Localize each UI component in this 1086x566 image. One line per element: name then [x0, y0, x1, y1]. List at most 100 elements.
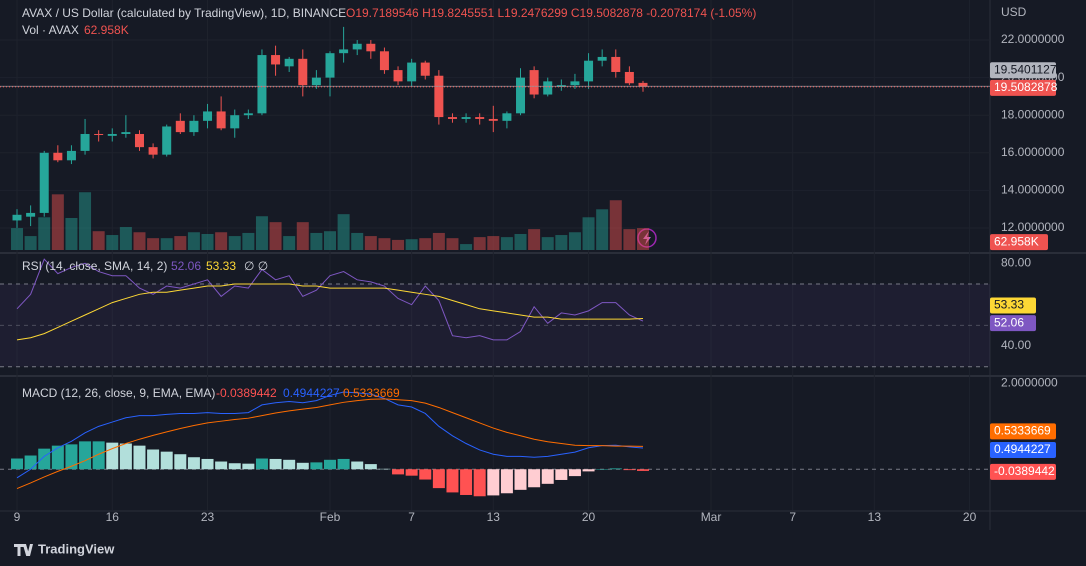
candle-body: [80, 133, 90, 151]
candle-body: [12, 214, 22, 221]
last-price-label: 19.5082878: [994, 80, 1058, 94]
volume-bar: [11, 228, 24, 250]
volume-bar: [528, 229, 541, 250]
volume-bar: [65, 217, 78, 250]
volume-bar: [79, 192, 92, 250]
candle-body: [298, 58, 308, 86]
candle-body: [611, 56, 621, 72]
volume-bar: [119, 227, 132, 250]
volume-bar: [432, 232, 445, 250]
candle-body: [53, 152, 63, 161]
candle-body: [447, 117, 457, 119]
candle-body: [529, 70, 539, 95]
histogram-bar: [79, 441, 92, 470]
candle-body: [243, 113, 253, 116]
volume-bar: [147, 238, 160, 250]
histogram-bar: [187, 457, 200, 470]
rsi-legend-value: 52.06: [171, 259, 201, 273]
candle-body: [257, 55, 267, 114]
x-tick-label: 13: [487, 510, 501, 524]
icon-ring: [637, 228, 657, 248]
volume-bar: [487, 236, 500, 250]
histogram-bar: [106, 442, 119, 470]
candle-body: [488, 118, 498, 121]
candle-body: [203, 111, 213, 121]
volume-bar: [460, 244, 473, 250]
volume-bar: [568, 232, 581, 250]
candle-body: [148, 147, 158, 155]
x-tick-label: 20: [582, 510, 596, 524]
last-price-label-bg: [990, 79, 1056, 96]
volume-legend: Vol · AVAX: [22, 23, 79, 37]
candle-body: [624, 71, 634, 84]
signal-line: [16, 398, 644, 490]
histogram-bar: [432, 469, 445, 489]
volume-bar: [446, 238, 459, 250]
y-tick-label: 16.0000000: [1001, 145, 1065, 159]
volume-bar: [242, 232, 255, 250]
macd-value-label: 0.4944227: [994, 442, 1051, 456]
volume-bar: [514, 233, 527, 250]
candle-body: [94, 133, 104, 135]
candle-body: [325, 53, 335, 78]
volume-legend-value: 62.958K: [84, 23, 129, 37]
histogram-bar: [446, 469, 459, 493]
volume-bar: [269, 222, 282, 250]
candle-body: [339, 49, 349, 54]
histogram-bar: [555, 469, 568, 480]
x-tick-label: 9: [14, 510, 21, 524]
histogram-bar: [11, 458, 24, 470]
rsi-line: [16, 258, 644, 341]
x-tick-label: 20: [963, 510, 977, 524]
candle-body: [584, 60, 594, 82]
candle-body: [121, 132, 131, 134]
volume-bar: [337, 214, 350, 250]
candle-body: [107, 133, 117, 136]
candle-body: [230, 115, 240, 129]
histogram-bar: [473, 469, 486, 497]
x-tick-label: Mar: [701, 510, 722, 524]
histogram-bar: [228, 463, 241, 470]
volume-bar: [310, 232, 323, 250]
histogram-bar: [392, 469, 405, 475]
x-tick-label: 7: [408, 510, 415, 524]
histogram-bar: [38, 448, 51, 470]
y-tick-label: 12.0000000: [1001, 220, 1065, 234]
histogram-bar: [609, 468, 622, 470]
histogram-bar: [174, 454, 187, 470]
candle-body: [271, 55, 281, 65]
macd-legend-value: 0.4944227: [283, 386, 340, 400]
histogram-bar: [242, 463, 255, 470]
histogram-bar: [310, 462, 323, 470]
histogram-bar: [160, 451, 173, 470]
volume-bar: [636, 228, 649, 250]
lightning-icon[interactable]: [637, 228, 657, 248]
currency-label: USD: [1001, 5, 1027, 19]
sma-legend-value: 53.33: [206, 259, 236, 273]
candle-body: [638, 82, 648, 87]
signal-value-label: 0.5333669: [994, 424, 1051, 438]
x-tick-label: Feb: [320, 510, 341, 524]
histogram-bar: [24, 455, 37, 470]
histogram-bar: [568, 469, 581, 477]
marker-price-label-bg: [990, 62, 1056, 79]
histogram-bar: [119, 443, 132, 470]
x-tick-label: 16: [106, 510, 120, 524]
histogram-bar: [215, 461, 228, 470]
logo-mark: [14, 544, 33, 556]
y-tick-label: 40.00: [1001, 338, 1031, 352]
candle-body: [175, 120, 185, 133]
histogram-bar: [528, 469, 541, 488]
signal-legend-value: 0.5333669: [343, 386, 400, 400]
histogram-bar: [351, 461, 364, 470]
candle-body: [461, 117, 471, 119]
volume-bar: [555, 235, 568, 250]
candle-body: [393, 70, 403, 82]
volume-bar: [106, 235, 119, 250]
volume-bar: [201, 233, 214, 250]
volume-bar: [51, 194, 64, 250]
y-tick-label: 18.0000000: [1001, 107, 1065, 121]
histogram-bar: [460, 469, 473, 495]
volume-bar: [596, 209, 609, 250]
